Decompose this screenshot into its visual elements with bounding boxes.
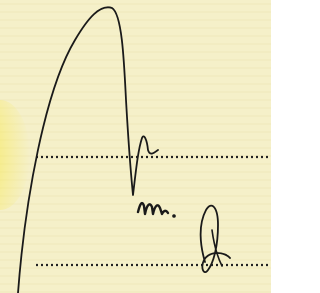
page	[0, 0, 271, 293]
paper	[0, 0, 271, 293]
scanned-signature	[0, 0, 271, 293]
